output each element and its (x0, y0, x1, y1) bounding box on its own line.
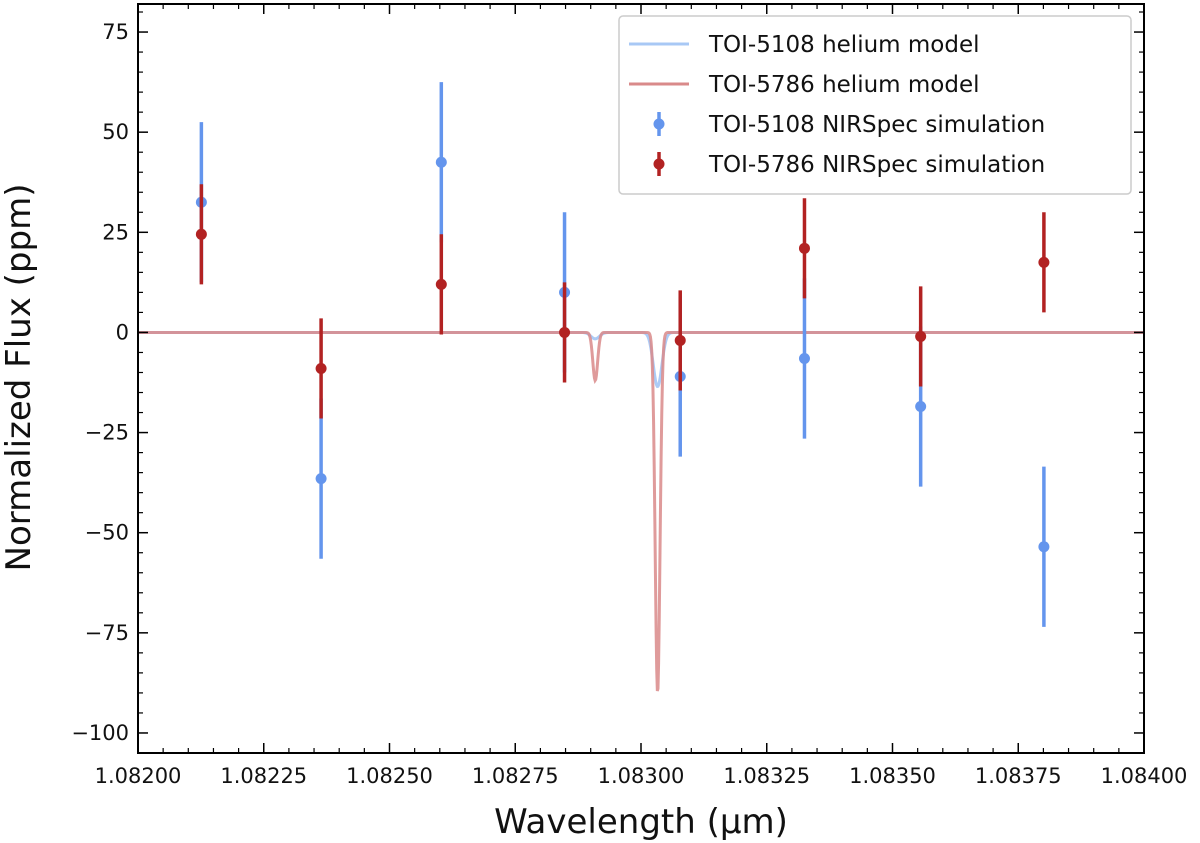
model-line-1 (138, 330, 1144, 389)
y-tick-label: 25 (102, 220, 129, 244)
x-tick-label: 1.08200 (95, 764, 182, 788)
x-tick-label: 1.08225 (220, 764, 307, 788)
y-tick-label: 75 (102, 20, 129, 44)
x-tick-label: 1.08375 (975, 764, 1062, 788)
y-tick-label: 50 (102, 120, 129, 144)
point-2-6 (798, 242, 810, 254)
y-axis-title: Normalized Flux (ppm) (0, 184, 39, 572)
legend-label: TOI-5786 helium model (708, 72, 980, 98)
point-2-5 (674, 334, 686, 346)
point-2-1 (195, 228, 207, 240)
model-line-2 (138, 330, 1144, 692)
point-2-3 (435, 278, 447, 290)
y-tick-label: −100 (71, 721, 129, 745)
point-1-7 (915, 401, 927, 413)
legend-label: TOI-5108 NIRSpec simulation (708, 112, 1045, 138)
x-axis-title: Wavelength (μm) (494, 802, 788, 842)
point-1-6 (798, 352, 810, 364)
point-2-2 (315, 362, 327, 374)
legend-swatch-marker (653, 118, 665, 130)
legend-label: TOI-5786 NIRSpec simulation (708, 152, 1045, 178)
x-tick-label: 1.08250 (346, 764, 433, 788)
x-tick-label: 1.08350 (849, 764, 936, 788)
legend-swatch-marker (653, 158, 665, 170)
x-tick-label: 1.08300 (598, 764, 685, 788)
legend-box (618, 15, 1132, 195)
plot-area: 1.08200 1.08225 1.08250 1.08275 1.08300 1.083… (0, 3, 1188, 842)
x-tick-label: 1.08400 (1101, 764, 1188, 788)
legend-label: TOI-5108 helium model (708, 32, 980, 58)
x-tick-label: 1.08325 (723, 764, 810, 788)
y-tick-label: 0 (116, 320, 129, 344)
y-tick-label: −25 (85, 421, 129, 445)
point-2-8 (1038, 256, 1050, 268)
point-1-2 (315, 473, 327, 485)
point-1-8 (1038, 541, 1050, 553)
data-layer (138, 82, 1144, 692)
x-tick-label: 1.08275 (472, 764, 559, 788)
y-tick-label: −50 (85, 521, 129, 545)
point-2-7 (915, 330, 927, 342)
point-2-4 (559, 326, 571, 338)
point-1-3 (435, 156, 447, 168)
y-tick-label: −75 (85, 621, 129, 645)
